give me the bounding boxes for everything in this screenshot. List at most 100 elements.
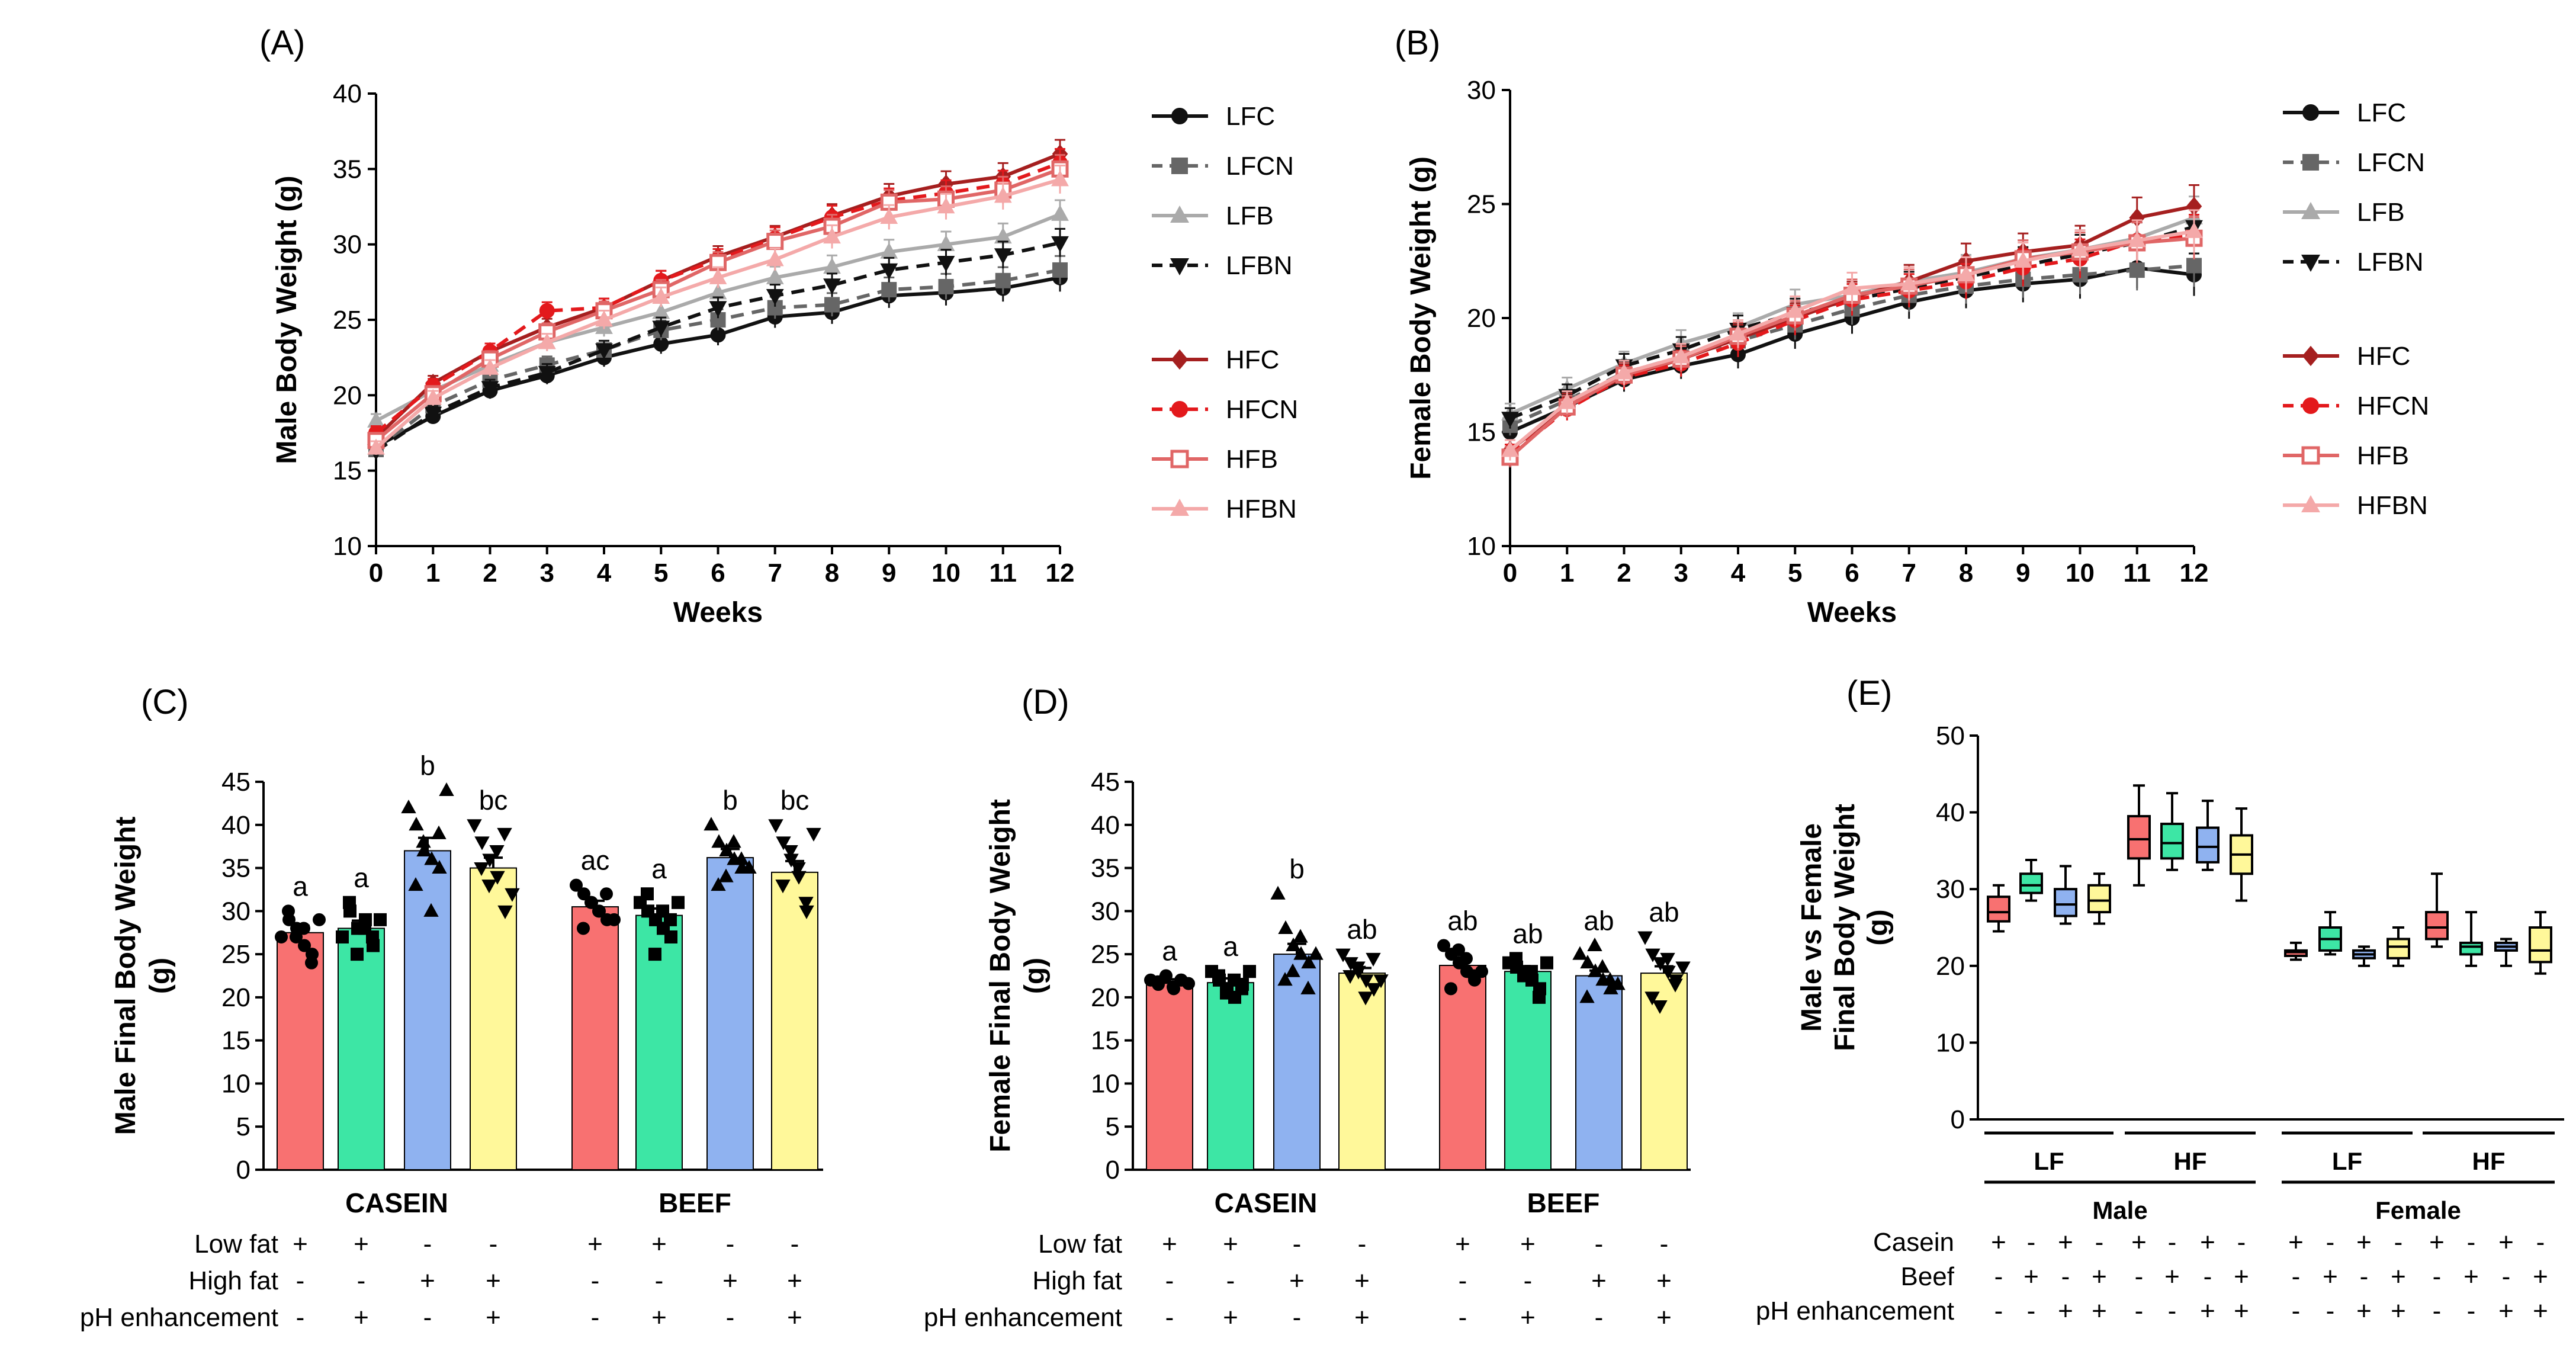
data-point: [431, 825, 447, 839]
bar-2: a: [336, 862, 387, 1170]
design-mark: -: [655, 1266, 664, 1295]
legend-marker: [1171, 349, 1189, 370]
design-mark: +: [1520, 1303, 1536, 1332]
bar-rect: [771, 871, 818, 1171]
data-point: [592, 904, 605, 918]
data-point: [481, 880, 497, 894]
y-tick-label: 25: [1467, 190, 1496, 219]
data-point: [1501, 441, 1519, 457]
panel-label: (D): [1022, 683, 1069, 721]
data-point: [652, 287, 670, 304]
box-2: [2019, 858, 2043, 902]
legend-label: LFCN: [1226, 152, 1294, 181]
y-tick-label: 15: [1091, 1026, 1120, 1055]
bar-rect: [1575, 975, 1623, 1170]
data-point: [1672, 347, 1690, 364]
group-label-beef: BEEF: [659, 1187, 731, 1218]
data-point: [1366, 983, 1382, 997]
data-point: [1342, 970, 1358, 984]
significance-letter: ab: [1512, 918, 1543, 949]
legend-entry-hfc: HFC: [1152, 345, 1279, 374]
design-mark: +: [2058, 1228, 2073, 1257]
significance-letter: ab: [1447, 906, 1477, 936]
design-mark: -: [1459, 1303, 1467, 1332]
design-mark: -: [726, 1303, 735, 1332]
data-point: [401, 800, 416, 814]
data-point: [313, 913, 326, 926]
design-mark: +: [2234, 1262, 2249, 1291]
design-mark: -: [2433, 1296, 2442, 1325]
data-point: [481, 381, 499, 397]
data-point: [595, 310, 613, 327]
design-mark: +: [2391, 1262, 2406, 1291]
bar-4: ab: [1335, 914, 1389, 1170]
design-mark: +: [2023, 1262, 2039, 1291]
design-mark: +: [1591, 1266, 1607, 1295]
data-point: [474, 836, 490, 850]
significance-letter: ab: [1649, 897, 1679, 927]
design-mark: +: [2092, 1296, 2107, 1325]
data-point: [424, 389, 442, 405]
design-mark: -: [2204, 1262, 2212, 1291]
data-point: [994, 248, 1012, 265]
box-iqr: [2019, 872, 2043, 894]
legend-entry-hfb: HFB: [2283, 441, 2409, 470]
box-7: [2196, 800, 2220, 871]
box-13: [2425, 872, 2449, 948]
design-mark: -: [1358, 1230, 1367, 1259]
data-point: [734, 851, 749, 865]
data-point: [880, 263, 898, 280]
data-point: [766, 268, 784, 284]
design-row-label: pH enhancement: [1756, 1296, 1954, 1325]
bar-rect: [706, 857, 754, 1170]
data-point: [1051, 204, 1069, 221]
legend-label: LFBN: [2357, 248, 2423, 277]
data-point: [741, 859, 757, 874]
box-iqr: [2387, 938, 2410, 959]
bar-7: ab: [1572, 906, 1626, 1170]
data-point: [505, 888, 520, 902]
data-point: [1051, 170, 1069, 187]
y-tick-label: 15: [1467, 418, 1496, 447]
bar-6: a: [634, 853, 685, 1170]
data-point: [995, 272, 1011, 288]
y-tick-label: 15: [333, 457, 362, 486]
data-point: [1366, 952, 1381, 967]
design-mark: -: [591, 1266, 600, 1295]
y-tick-label: 5: [236, 1112, 250, 1141]
design-mark: +: [2498, 1228, 2514, 1257]
box-15: [2494, 938, 2518, 967]
design-row-label: High fat: [188, 1266, 278, 1295]
y-axis-label: Female Final Body Weight: [985, 799, 1016, 1153]
design-mark: -: [791, 1230, 799, 1259]
box-11: [2352, 945, 2376, 967]
data-point: [1637, 931, 1653, 945]
legend-entry-hfbn: HFBN: [1152, 495, 1297, 524]
box-iqr: [2459, 941, 2483, 956]
design-mark: +: [2164, 1262, 2180, 1291]
panel-label: (A): [259, 24, 305, 62]
data-point: [2129, 262, 2145, 278]
y-axis-label: Male Final Body Weight: [110, 817, 142, 1135]
design-mark: -: [2292, 1262, 2301, 1291]
bar-rect: [1338, 973, 1386, 1170]
data-point: [719, 842, 734, 856]
significance-letter: a: [293, 871, 308, 901]
legend-label: HFCN: [1226, 395, 1298, 424]
legend-marker: [1171, 401, 1188, 418]
group-label-casein: CASEIN: [345, 1187, 448, 1218]
bar-rect: [571, 906, 619, 1170]
design-mark: +: [2234, 1296, 2249, 1325]
data-point: [783, 845, 798, 859]
design-mark: -: [296, 1266, 305, 1295]
design-mark: -: [591, 1303, 600, 1332]
y-tick-label: 40: [1936, 798, 1965, 827]
x-tick-label: 4: [1731, 559, 1746, 588]
data-point: [538, 333, 556, 349]
data-point: [297, 922, 310, 935]
x-tick-label: 9: [2016, 559, 2030, 588]
design-mark: +: [651, 1303, 667, 1332]
series-line: [1509, 236, 2195, 459]
legend-marker: [2302, 104, 2319, 121]
data-point: [366, 930, 379, 943]
